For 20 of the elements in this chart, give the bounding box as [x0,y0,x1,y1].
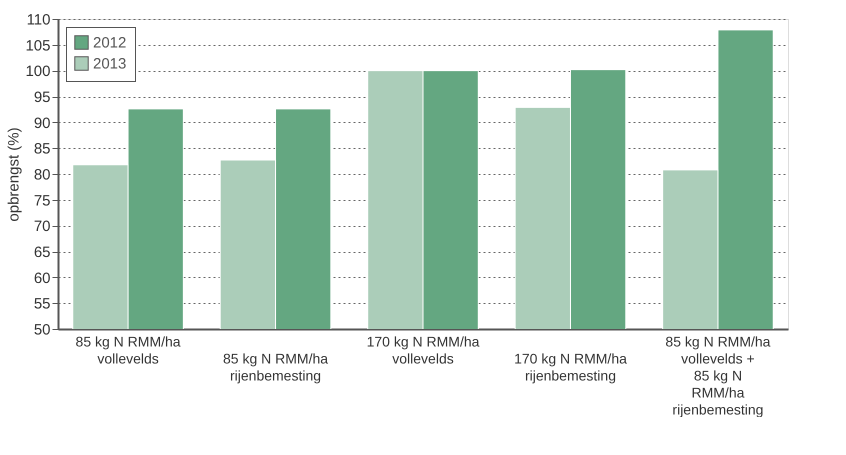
y-tick-label: 105 [25,37,50,54]
x-tick-label: 85 kg N RMM/ha rijenbemesting [223,350,328,384]
y-tick-label: 110 [26,12,50,28]
y-tick-label: 60 [34,270,50,287]
x-tick-label: 170 kg N RMM/ha rijenbemesting [514,350,628,384]
y-tick-label: 65 [34,244,50,261]
y-tick-label: 90 [34,114,50,132]
y-axis-title: opbrengst (%) [5,127,22,222]
y-tick-label: 75 [34,192,50,210]
x-tick-label: 170 kg N RMM/ha vollevelds [366,334,480,366]
y-tick-label: 55 [34,296,50,313]
y-tick-label: 50 [34,322,50,338]
y-tick-label: 85 [34,140,50,158]
y-tick-label: 80 [34,166,50,184]
legend-label: 2013 [93,56,126,72]
x-tick-label: 85 kg N RMM/ha vollevelds [76,334,181,366]
legend-label: 2012 [93,34,126,52]
y-tick-label: 95 [34,89,50,106]
y-tick-label: 70 [34,218,50,236]
y-tick-label: 100 [25,63,50,80]
